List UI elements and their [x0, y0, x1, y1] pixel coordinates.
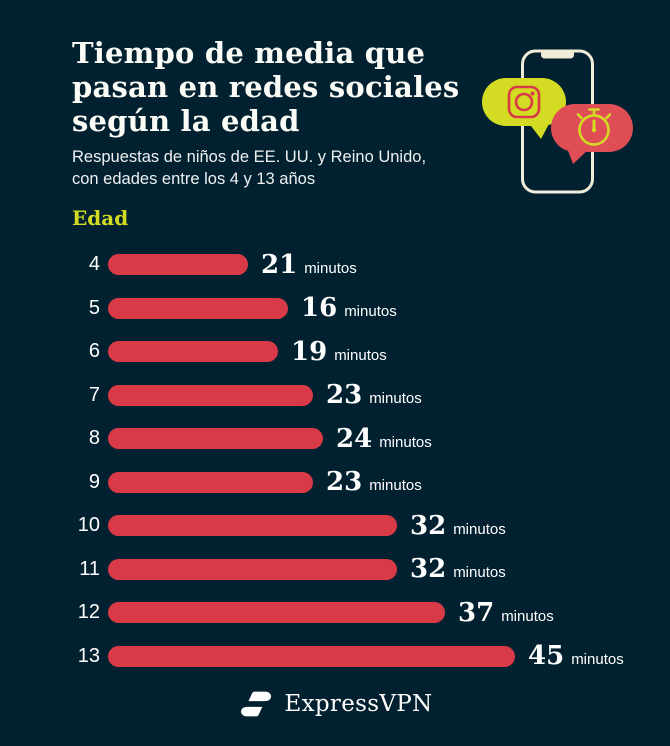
- bar-chart: 4 21 minutos 5 16 minutos 6 19 minutos: [0, 243, 670, 678]
- age-tick-label: 5: [88, 296, 100, 319]
- age-tick-label: 9: [88, 470, 100, 493]
- bar: [108, 341, 278, 363]
- chart-row: 7 23 minutos: [0, 374, 670, 418]
- chart-row: 11 32 minutos: [0, 548, 670, 592]
- value-unit: minutos: [453, 564, 506, 582]
- value-unit: minutos: [304, 259, 357, 277]
- value-number: 32: [410, 510, 447, 541]
- age-tick-label: 8: [88, 427, 100, 450]
- subtitle: Respuestas de niños de EE. UU. y Reino U…: [72, 148, 427, 188]
- expressvpn-wordmark: ExpressVPN: [284, 691, 433, 717]
- age-tick-label: 6: [88, 340, 100, 363]
- age-tick-label: 10: [77, 514, 100, 537]
- chart-row: 12 37 minutos: [0, 591, 670, 635]
- bar: [108, 254, 248, 276]
- page-title: Tiempo de media que pasan en redes socia…: [72, 36, 460, 138]
- age-tick-label: 13: [77, 644, 100, 667]
- footer: ExpressVPN: [0, 682, 670, 726]
- value-unit: minutos: [334, 346, 387, 364]
- bar: [108, 602, 445, 624]
- value-label: 32 minutos: [410, 511, 506, 541]
- bar: [108, 384, 313, 406]
- value-unit: minutos: [571, 651, 624, 669]
- age-axis-label: Edad: [72, 206, 129, 230]
- bar: [108, 558, 397, 580]
- value-label: 24 minutos: [336, 424, 432, 454]
- value-number: 23: [326, 380, 363, 411]
- value-number: 23: [326, 467, 363, 498]
- chart-row: 5 16 minutos: [0, 287, 670, 331]
- age-tick-label: 11: [79, 557, 100, 580]
- value-number: 24: [336, 423, 373, 454]
- value-number: 32: [410, 554, 447, 585]
- value-unit: minutos: [344, 303, 397, 321]
- value-label: 23 minutos: [326, 467, 422, 497]
- value-label: 32 minutos: [410, 554, 506, 584]
- chart-row: 6 19 minutos: [0, 330, 670, 374]
- chart-row: 13 45 minutos: [0, 635, 670, 679]
- value-number: 45: [528, 641, 565, 672]
- chart-row: 4 21 minutos: [0, 243, 670, 287]
- instagram-bubble: [482, 78, 566, 139]
- chart-row: 9 23 minutos: [0, 461, 670, 505]
- expressvpn-logo-icon: [240, 691, 271, 717]
- value-unit: minutos: [379, 433, 432, 451]
- value-number: 19: [291, 336, 328, 367]
- value-unit: minutos: [369, 477, 422, 495]
- age-tick-label: 12: [77, 601, 100, 624]
- value-unit: minutos: [453, 520, 506, 538]
- age-tick-label: 7: [88, 383, 100, 406]
- instagram-icon: [507, 85, 541, 119]
- value-label: 45 minutos: [528, 641, 624, 671]
- phone-illustration: [482, 49, 633, 194]
- chart-row: 8 24 minutos: [0, 417, 670, 461]
- value-label: 16 minutos: [301, 293, 397, 323]
- value-label: 37 minutos: [458, 598, 554, 628]
- stopwatch-icon: [576, 108, 612, 146]
- value-label: 23 minutos: [326, 380, 422, 410]
- bar: [108, 645, 515, 667]
- bar: [108, 471, 313, 493]
- age-tick-label: 4: [88, 253, 100, 276]
- bar: [108, 297, 288, 319]
- bar: [108, 428, 323, 450]
- value-label: 21 minutos: [261, 250, 357, 280]
- value-unit: minutos: [369, 390, 422, 408]
- value-label: 19 minutos: [291, 337, 387, 367]
- value-number: 37: [458, 597, 495, 628]
- chart-row: 10 32 minutos: [0, 504, 670, 548]
- value-number: 16: [301, 293, 338, 324]
- value-unit: minutos: [501, 607, 554, 625]
- bar: [108, 515, 397, 537]
- value-number: 21: [261, 249, 298, 280]
- stopwatch-bubble: [551, 104, 633, 164]
